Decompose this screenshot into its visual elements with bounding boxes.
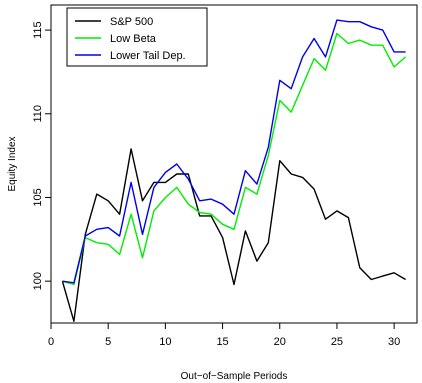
x-tick-label: 10 bbox=[159, 336, 171, 348]
plot-frame bbox=[50, 4, 418, 324]
x-axis: 0 5 10 15 20 25 30 bbox=[48, 323, 400, 348]
y-tick-label: 115 bbox=[32, 21, 44, 39]
legend-box bbox=[66, 7, 208, 67]
legend-label-s-p-500: S&P 500 bbox=[110, 16, 153, 28]
x-axis-title: Out−of−Sample Periods bbox=[181, 371, 288, 382]
legend-label-lower-tail-dep: Lower Tail Dep. bbox=[110, 50, 186, 62]
series-line-lower-tail-dep bbox=[62, 19, 406, 284]
x-tick-label: 30 bbox=[388, 336, 400, 348]
x-tick-label: 0 bbox=[48, 336, 54, 348]
legend-label-low-beta: Low Beta bbox=[110, 33, 157, 45]
y-tick-label: 110 bbox=[32, 105, 44, 123]
y-tick-label: 105 bbox=[32, 188, 44, 206]
y-axis-title: Equity Index bbox=[7, 136, 18, 191]
x-tick-label: 25 bbox=[331, 336, 343, 348]
series-line-s-p-500 bbox=[61, 148, 406, 322]
x-tick-label: 20 bbox=[274, 336, 286, 348]
x-tick-label: 5 bbox=[105, 336, 111, 348]
x-tick-label: 15 bbox=[216, 336, 228, 348]
series-layer bbox=[61, 19, 407, 322]
y-axis: 100 105 110 115 bbox=[32, 21, 51, 290]
legend: S&P 500 Low Beta Lower Tail Dep. bbox=[66, 7, 208, 67]
y-tick-label: 100 bbox=[32, 272, 44, 290]
series-line-low-beta bbox=[62, 32, 407, 286]
